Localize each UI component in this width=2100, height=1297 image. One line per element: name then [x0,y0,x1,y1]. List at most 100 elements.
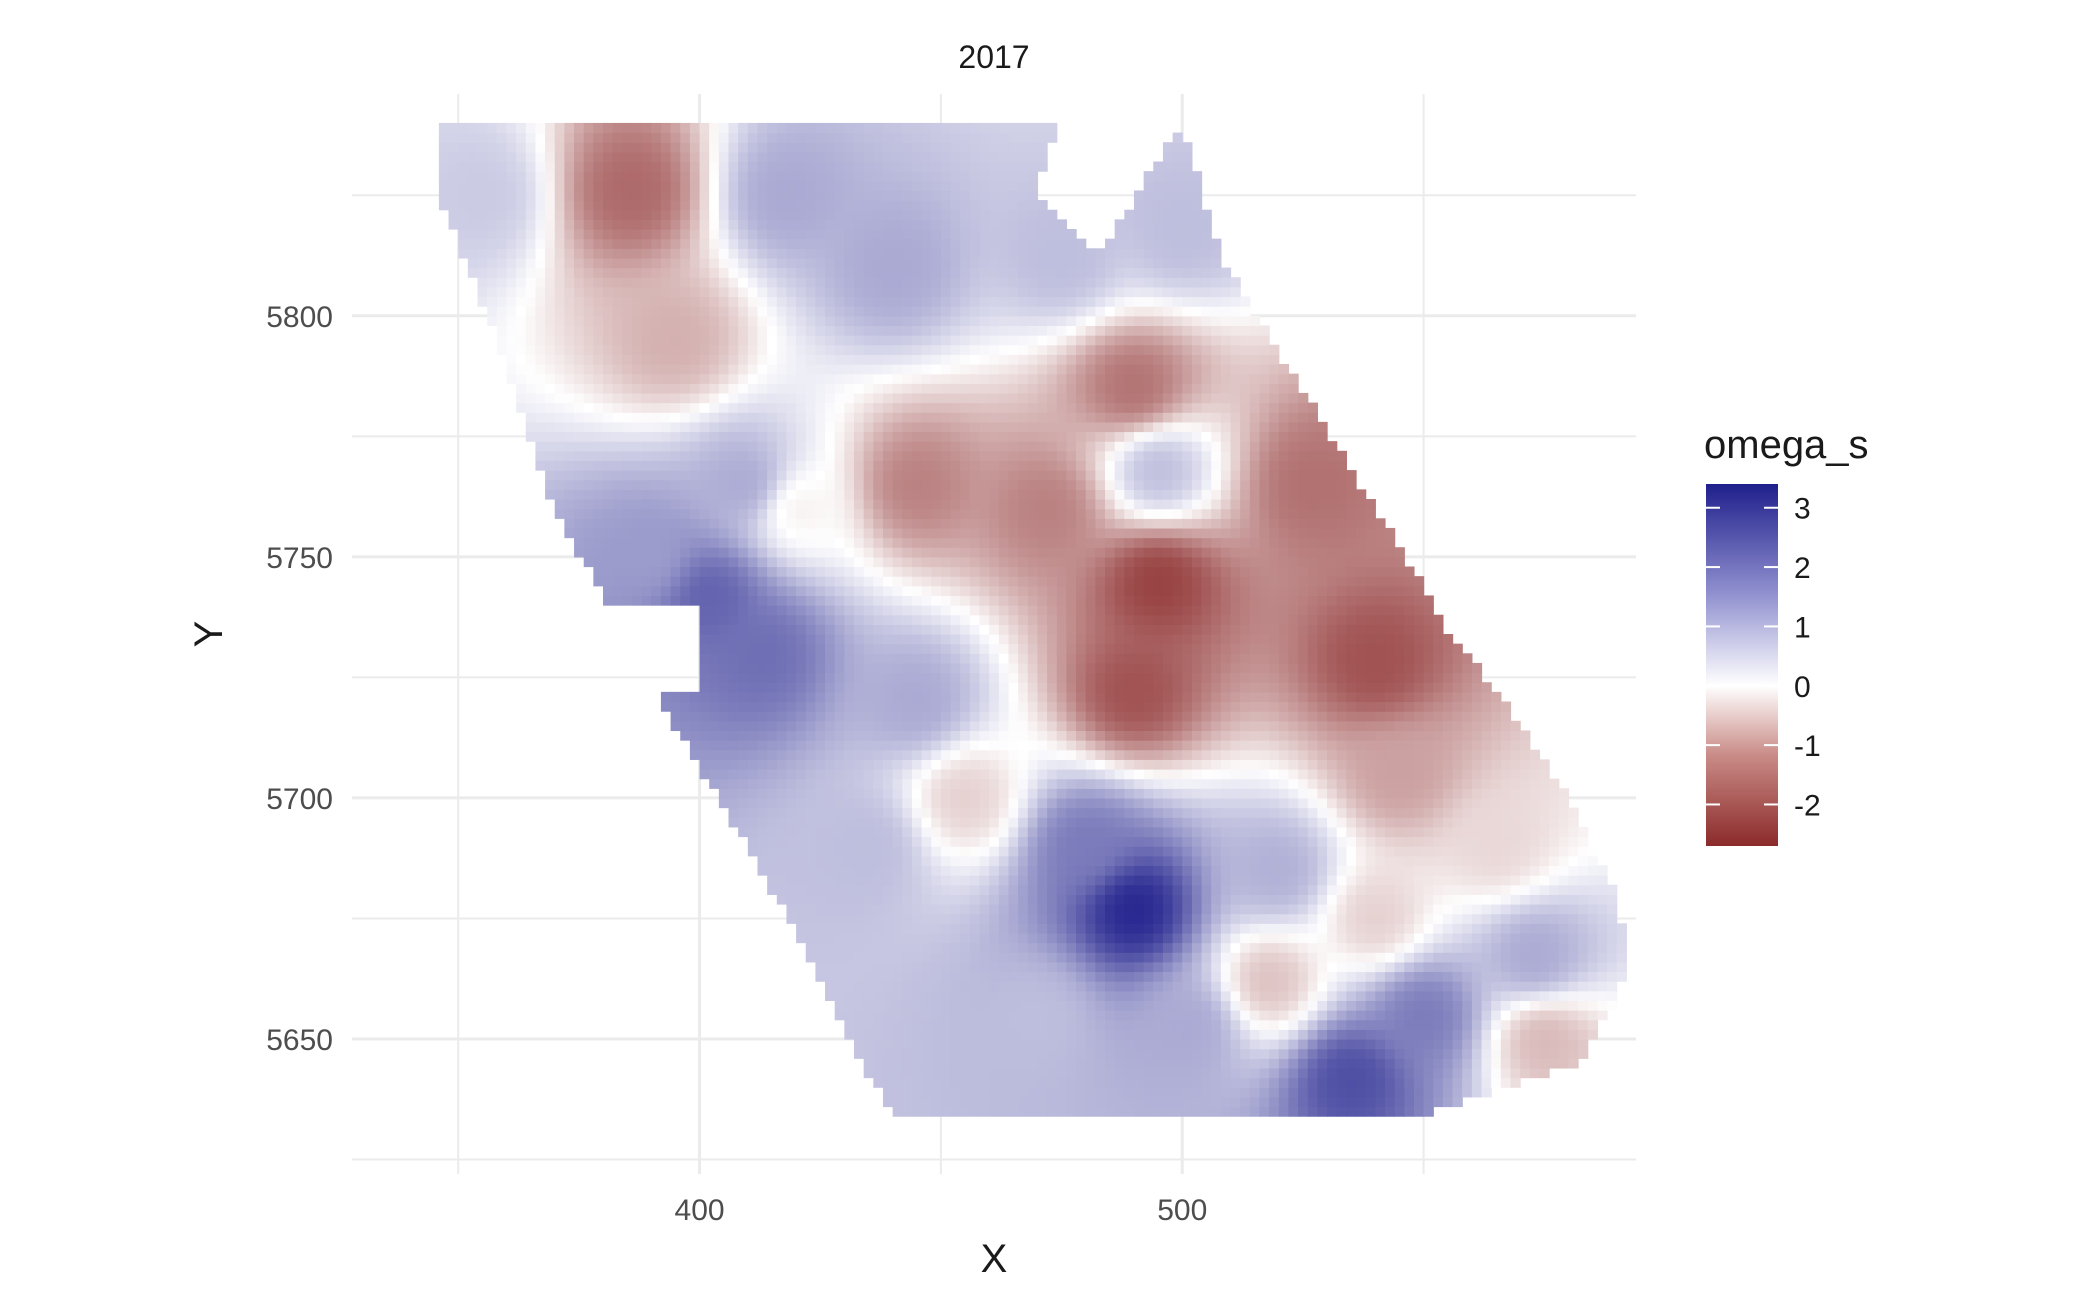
heatmap-cell [882,807,894,818]
heatmap-cell [950,1106,961,1117]
heatmap-cell [564,383,575,394]
heatmap-cell [815,315,826,327]
heatmap-cell [998,797,1010,809]
heatmap-cell [554,450,565,462]
heatmap-cell [776,691,788,703]
heatmap-cell [825,923,836,934]
heatmap-cell [989,431,1000,442]
heatmap-cell [1066,1000,1077,1011]
heatmap-cell [487,296,498,307]
heatmap-cell [709,325,720,336]
heatmap-cell [689,229,701,240]
heatmap-cell [834,566,845,577]
heatmap-cell [593,489,604,500]
heatmap-cell [998,460,1010,471]
heatmap-cell [1037,537,1048,548]
heatmap-cell [960,981,971,992]
heatmap-cell [1066,730,1077,741]
heatmap-cell [854,431,865,442]
heatmap-cell [834,470,845,481]
heatmap-cell [892,1019,903,1030]
heatmap-cell [525,161,537,172]
heatmap-cell [516,257,527,269]
heatmap-cell [680,585,691,597]
heatmap-cell [815,364,826,375]
heatmap-cell [960,1029,971,1040]
heatmap-cell [834,219,845,230]
heatmap-cell [911,595,923,606]
heatmap-cell [718,325,730,336]
heatmap-cell [1037,373,1048,384]
heatmap-cell [516,200,527,211]
heatmap-cell [921,229,932,240]
heatmap-cell [1047,952,1058,963]
heatmap-cell [699,267,710,278]
heatmap-cell [998,904,1010,915]
heatmap-cell [757,720,768,732]
heatmap-cell [689,720,701,732]
heatmap-cell [1056,778,1067,789]
heatmap-cell [438,190,450,201]
heatmap-cell [477,132,488,143]
heatmap-cell [940,1029,952,1040]
heatmap-cell [458,248,469,259]
heatmap-cell [834,778,845,789]
heatmap-cell [738,682,749,693]
heatmap-cell [786,354,797,365]
heatmap-cell [631,499,643,510]
heatmap-cell [689,257,701,269]
heatmap-cell [554,122,565,134]
heatmap-cell [680,229,691,240]
heatmap-cell [969,277,981,288]
heatmap-cell [1037,614,1048,625]
heatmap-cell [969,961,981,973]
heatmap-cell [825,614,836,625]
heatmap-cell [902,952,913,963]
heatmap-cell [1056,499,1067,510]
heatmap-cell [1056,325,1067,336]
heatmap-cell [960,894,971,905]
heatmap-cell [960,961,971,973]
heatmap-cell [525,306,537,317]
heatmap-cell [950,315,961,327]
heatmap-cell [535,392,546,404]
heatmap-cell [950,383,961,394]
heatmap-cell [825,421,836,433]
heatmap-cell [911,576,923,587]
heatmap-cell [960,701,971,712]
heatmap-cell [1008,672,1019,683]
heatmap-cell [554,421,565,433]
heatmap-cell [863,470,874,481]
heatmap-cell [998,701,1010,712]
heatmap-cell [854,402,865,413]
heatmap-cell [989,537,1000,548]
heatmap-cell [931,335,942,346]
heatmap-cell [1018,720,1029,732]
heatmap-cell [940,778,952,789]
heatmap-cell [854,971,865,982]
heatmap-cell [1066,1029,1077,1040]
heatmap-cell [612,161,623,172]
heatmap-cell [583,132,594,143]
heatmap-cell [776,894,788,905]
heatmap-cell [1018,286,1029,298]
heatmap-cell [921,190,932,201]
heatmap-cell [931,257,942,269]
heatmap-cell [882,450,894,462]
heatmap-cell [844,547,855,558]
heatmap-cell [603,219,614,230]
heatmap-cell [622,344,633,355]
heatmap-cell [998,749,1010,760]
heatmap-cell [969,913,981,924]
heatmap-cell [776,836,788,847]
heatmap-cell [892,354,903,365]
heatmap-cell [1076,267,1087,278]
heatmap-cell [960,537,971,548]
heatmap-cell [911,556,923,568]
heatmap-cell [1027,634,1039,645]
heatmap-cell [1018,1058,1029,1069]
heatmap-cell [931,508,942,519]
heatmap-cell [641,479,652,490]
heatmap-cell [545,238,556,249]
heatmap-cell [1056,981,1067,992]
